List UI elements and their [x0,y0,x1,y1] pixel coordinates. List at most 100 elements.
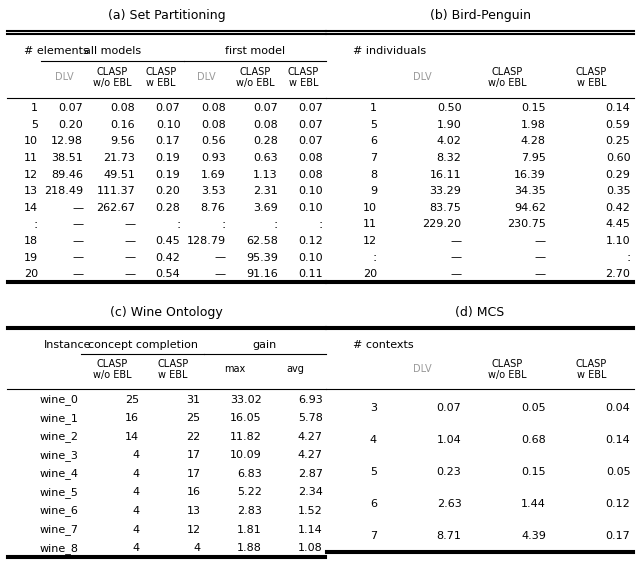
Text: 31: 31 [186,395,200,405]
Text: —: — [451,253,461,262]
Text: 2.83: 2.83 [237,506,262,516]
Text: —: — [535,269,546,279]
Text: 1: 1 [370,103,377,113]
Text: —: — [214,269,225,279]
Text: 4.27: 4.27 [298,432,323,442]
Text: 0.93: 0.93 [201,153,225,163]
Text: CLASP
w EBL: CLASP w EBL [288,66,319,88]
Text: 11: 11 [363,219,377,229]
Text: 0.45: 0.45 [156,236,180,246]
Text: 5.22: 5.22 [237,488,262,497]
Text: CLASP
w/o EBL: CLASP w/o EBL [93,66,132,88]
Text: :: : [34,218,38,231]
Text: CLASP
w/o EBL: CLASP w/o EBL [93,359,131,380]
Text: 7: 7 [370,153,377,163]
Text: 16.11: 16.11 [430,170,461,179]
Text: 3.53: 3.53 [201,186,225,196]
Text: 3.69: 3.69 [253,203,278,213]
Text: 49.51: 49.51 [104,170,135,179]
Text: 0.63: 0.63 [253,153,278,163]
Text: 11: 11 [24,153,38,163]
Text: # elements: # elements [24,46,89,56]
Text: 0.07: 0.07 [253,103,278,113]
Text: 0.07: 0.07 [298,120,323,130]
Text: :: : [176,218,180,231]
Text: —: — [124,236,135,246]
Text: wine_4: wine_4 [39,469,78,480]
Text: 4: 4 [132,488,140,497]
Text: 14: 14 [24,203,38,213]
Text: 62.58: 62.58 [246,236,278,246]
Text: 16.05: 16.05 [230,413,262,423]
Text: wine_2: wine_2 [39,431,78,442]
Text: 0.12: 0.12 [605,499,630,509]
Text: 2.31: 2.31 [253,186,278,196]
Text: 1.08: 1.08 [298,543,323,553]
Text: 1.44: 1.44 [521,499,546,509]
Text: 8.71: 8.71 [436,531,461,541]
Text: 262.67: 262.67 [96,203,135,213]
Text: 4.39: 4.39 [521,531,546,541]
Text: 0.08: 0.08 [201,103,225,113]
Text: 0.20: 0.20 [156,186,180,196]
Text: (c) Wine Ontology: (c) Wine Ontology [110,306,223,319]
Text: —: — [535,236,546,246]
Text: 0.42: 0.42 [605,203,630,213]
Text: —: — [72,236,83,246]
Text: # contexts: # contexts [353,340,414,350]
Text: 0.08: 0.08 [298,153,323,163]
Text: 0.07: 0.07 [298,103,323,113]
Text: (b) Bird-Penguin: (b) Bird-Penguin [429,9,531,22]
Text: 5: 5 [370,120,377,130]
Text: 0.28: 0.28 [156,203,180,213]
Text: 230.75: 230.75 [507,219,546,229]
Text: DLV: DLV [54,72,73,83]
Text: :: : [372,251,377,264]
Text: 9.56: 9.56 [111,136,135,147]
Text: 4.45: 4.45 [605,219,630,229]
Text: 4: 4 [370,435,377,445]
Text: 16: 16 [125,413,140,423]
Text: 0.08: 0.08 [253,120,278,130]
Text: 17: 17 [186,469,200,479]
Text: DLV: DLV [413,72,432,83]
Text: 38.51: 38.51 [51,153,83,163]
Text: 3: 3 [370,403,377,413]
Text: 0.10: 0.10 [156,120,180,130]
Text: 0.16: 0.16 [111,120,135,130]
Text: 14: 14 [125,432,140,442]
Text: CLASP
w/o EBL: CLASP w/o EBL [236,66,275,88]
Text: 1.13: 1.13 [253,170,278,179]
Text: 4.27: 4.27 [298,450,323,461]
Text: 0.12: 0.12 [298,236,323,246]
Text: 0.04: 0.04 [605,403,630,413]
Text: 0.11: 0.11 [298,269,323,279]
Text: 1.52: 1.52 [298,506,323,516]
Text: 25: 25 [186,413,200,423]
Text: 18: 18 [24,236,38,246]
Text: 0.07: 0.07 [156,103,180,113]
Text: 33.02: 33.02 [230,395,262,405]
Text: 21.73: 21.73 [104,153,135,163]
Text: 0.14: 0.14 [605,103,630,113]
Text: wine_7: wine_7 [39,524,78,535]
Text: 2.87: 2.87 [298,469,323,479]
Text: 2.63: 2.63 [436,499,461,509]
Text: 1.88: 1.88 [237,543,262,553]
Text: 4: 4 [132,469,140,479]
Text: 8.76: 8.76 [201,203,225,213]
Text: 7.95: 7.95 [521,153,546,163]
Text: 16.39: 16.39 [514,170,546,179]
Text: 1.14: 1.14 [298,524,323,535]
Text: 229.20: 229.20 [422,219,461,229]
Text: 0.42: 0.42 [156,253,180,262]
Text: 4: 4 [132,506,140,516]
Text: 0.10: 0.10 [298,203,323,213]
Text: 0.05: 0.05 [522,403,546,413]
Text: (a) Set Partitioning: (a) Set Partitioning [108,9,225,22]
Text: 95.39: 95.39 [246,253,278,262]
Text: DLV: DLV [413,364,432,375]
Text: 0.28: 0.28 [253,136,278,147]
Text: 0.17: 0.17 [156,136,180,147]
Text: # individuals: # individuals [353,46,426,56]
